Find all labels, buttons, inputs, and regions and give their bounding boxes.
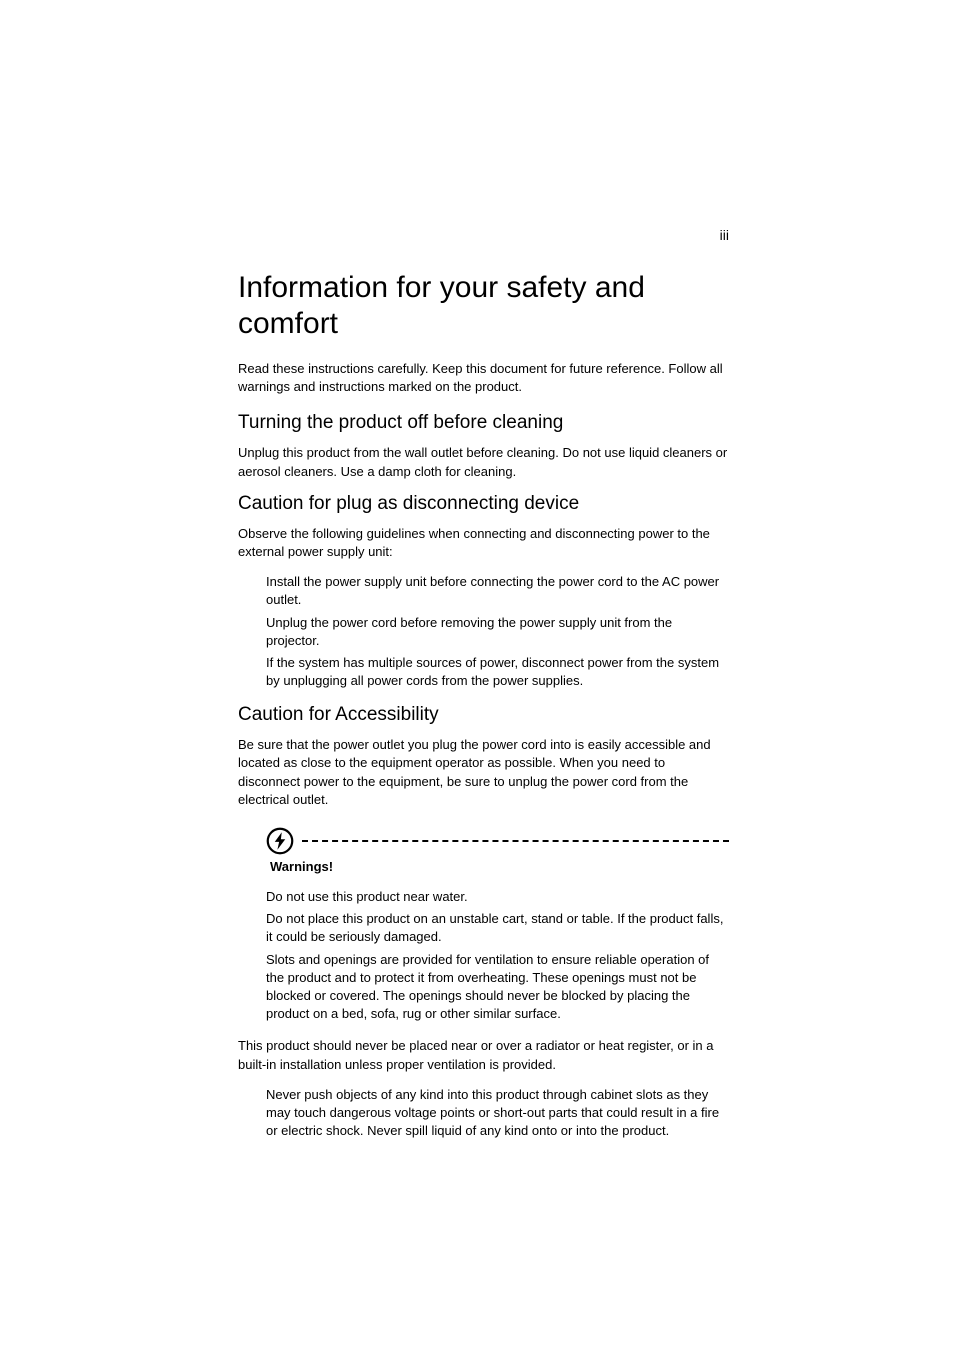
warning-list: Never push objects of any kind into this…	[238, 1086, 729, 1141]
section-body: Be sure that the power outlet you plug t…	[238, 736, 729, 809]
list-item: Do not place this product on an unstable…	[266, 910, 729, 946]
list-item: Do not use this product near water.	[266, 888, 729, 906]
section-heading: Turning the product off before cleaning	[238, 412, 729, 434]
page-title: Information for your safety and comfort	[238, 270, 729, 342]
section-body: Unplug this product from the wall outlet…	[238, 444, 729, 480]
list-item: Install the power supply unit before con…	[266, 573, 729, 609]
mid-paragraph: This product should never be placed near…	[238, 1037, 729, 1073]
section-heading: Caution for Accessibility	[238, 704, 729, 726]
guideline-list: Install the power supply unit before con…	[238, 573, 729, 690]
warning-header: Warnings!	[266, 827, 729, 874]
page-number: iii	[720, 227, 729, 243]
warning-label: Warnings!	[270, 859, 333, 874]
intro-paragraph: Read these instructions carefully. Keep …	[238, 360, 729, 396]
document-page: iii Information for your safety and comf…	[0, 0, 954, 1140]
dashed-divider	[302, 840, 729, 842]
section-body: Observe the following guidelines when co…	[238, 525, 729, 561]
list-item: Unplug the power cord before removing th…	[266, 614, 729, 650]
lightning-icon	[266, 827, 294, 855]
list-item: Never push objects of any kind into this…	[266, 1086, 729, 1141]
list-item: Slots and openings are provided for vent…	[266, 951, 729, 1024]
list-item: If the system has multiple sources of po…	[266, 654, 729, 690]
warning-block: Warnings!	[238, 827, 729, 874]
section-heading: Caution for plug as disconnecting device	[238, 493, 729, 515]
warning-list: Do not use this product near water. Do n…	[238, 888, 729, 1023]
